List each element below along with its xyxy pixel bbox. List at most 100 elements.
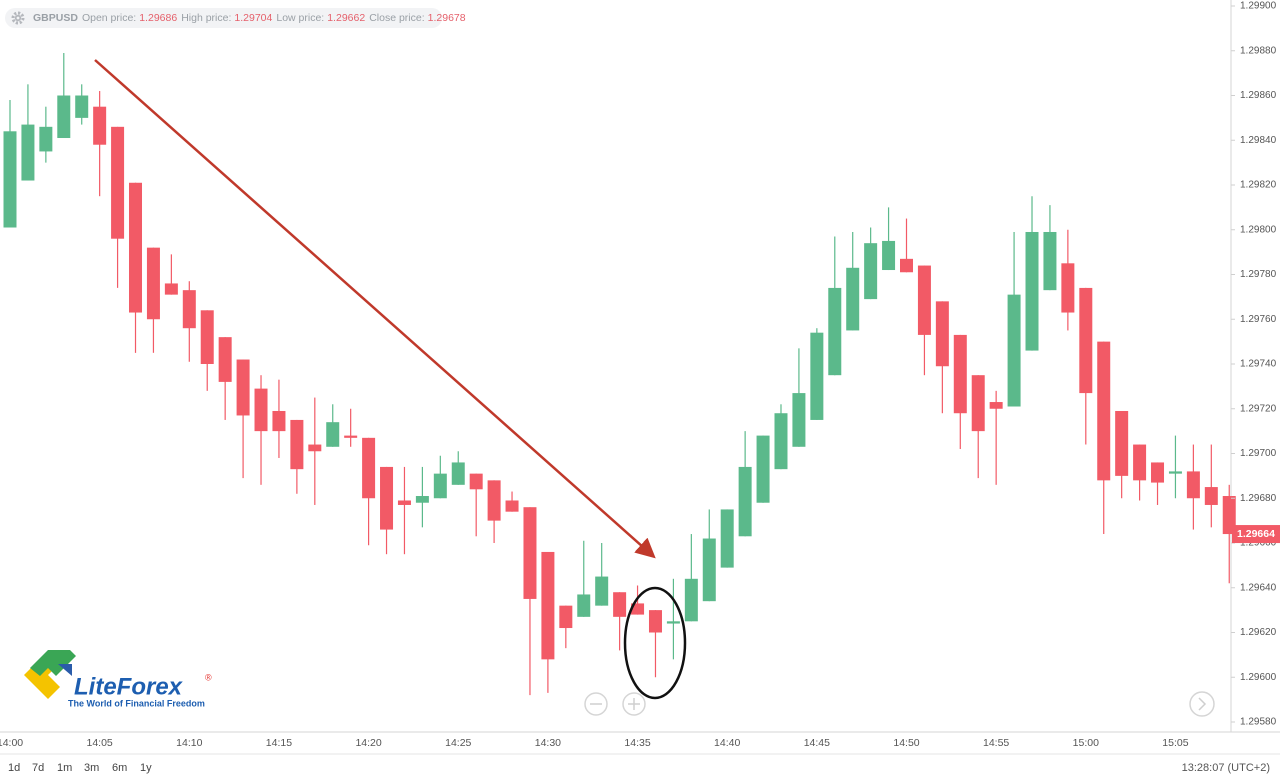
- y-tick-label: 1.29660: [1240, 538, 1277, 549]
- x-tick-label: 14:55: [983, 737, 1009, 749]
- candle-body: [218, 337, 232, 382]
- y-tick-label: 1.29760: [1240, 314, 1277, 325]
- candle-body: [75, 95, 89, 118]
- candle-body: [613, 592, 627, 617]
- scroll-circle: [1189, 691, 1215, 717]
- timeframe-button[interactable]: 1m: [57, 762, 72, 774]
- zoom-in-button[interactable]: [622, 692, 646, 716]
- symbol: GBPUSD: [33, 12, 78, 24]
- candle-body: [380, 466, 394, 530]
- timeframe-bar: 1d 7d 1m 3m 6m 1y: [8, 762, 152, 774]
- field-label: High price:: [181, 12, 231, 24]
- last-price-label: 1.29664: [1237, 528, 1275, 540]
- candle-body: [720, 509, 734, 568]
- candle-body: [559, 605, 573, 629]
- timeframe-button[interactable]: 1d: [8, 762, 20, 774]
- scroll-right-button[interactable]: [1189, 691, 1215, 717]
- candle-body: [792, 393, 806, 447]
- candle-body: [631, 603, 645, 615]
- x-tick-label: 14:40: [714, 737, 740, 749]
- candle-body: [1186, 471, 1200, 499]
- x-tick-label: 14:20: [355, 737, 381, 749]
- x-tick-label: 14:45: [804, 737, 830, 749]
- y-tick-label: 1.29720: [1240, 403, 1277, 414]
- y-tick-label: 1.29840: [1240, 135, 1277, 146]
- field-value: 1.29704: [234, 12, 272, 24]
- candle-body: [1168, 471, 1182, 474]
- y-tick-label: 1.29900: [1240, 1, 1277, 12]
- candle-body: [1097, 341, 1111, 481]
- candle-body: [326, 422, 340, 447]
- candle-body: [666, 621, 680, 624]
- y-tick-label: 1.29640: [1240, 582, 1277, 593]
- candle-body: [200, 310, 214, 364]
- candle-body: [362, 437, 376, 499]
- candle-body: [1007, 294, 1021, 407]
- candle-body: [577, 594, 591, 617]
- x-tick-label: 14:35: [624, 737, 650, 749]
- field-value: 1.29678: [428, 12, 466, 24]
- logo-name: LiteForex: [74, 673, 184, 700]
- candle-body: [344, 435, 358, 438]
- x-tick-label: 14:25: [445, 737, 471, 749]
- x-tick-label: 14:30: [535, 737, 561, 749]
- y-tick-label: 1.29820: [1240, 180, 1277, 191]
- candle-body: [3, 131, 17, 228]
- clock: 13:28:07 (UTC+2): [1182, 762, 1270, 774]
- candle-body: [684, 578, 698, 622]
- candle-body: [738, 466, 752, 537]
- candle-body: [415, 496, 429, 503]
- candle-body: [810, 332, 824, 420]
- zoom-out-circle: [584, 692, 608, 716]
- timeframe-button[interactable]: 7d: [32, 762, 44, 774]
- candle-body: [182, 290, 196, 329]
- candle-body: [1115, 410, 1129, 476]
- header-pill: [5, 8, 442, 28]
- gear-hole: [16, 16, 20, 20]
- candle-body: [236, 359, 250, 416]
- timeframe-button[interactable]: 6m: [112, 762, 127, 774]
- field-label: Close price:: [369, 12, 424, 24]
- scroll-icon: [1198, 697, 1207, 711]
- y-tick-label: 1.29680: [1240, 493, 1277, 504]
- y-tick-label: 1.29800: [1240, 224, 1277, 235]
- candle-body: [308, 444, 322, 452]
- candle-body: [164, 283, 178, 295]
- y-tick-label: 1.29620: [1240, 627, 1277, 638]
- y-tick-label: 1.29600: [1240, 672, 1277, 683]
- gear-teeth: [11, 11, 25, 25]
- y-tick-label: 1.29880: [1240, 45, 1277, 56]
- logo: LiteForex ® The World of Financial Freed…: [24, 650, 212, 708]
- ohlc-header: GBPUSD Open price: 1.29686 High price: 1.297…: [33, 12, 466, 24]
- candle-body: [595, 576, 609, 606]
- x-tick-label: 14:15: [266, 737, 292, 749]
- candle-body: [505, 500, 519, 512]
- candle-body: [433, 473, 447, 499]
- candle-body: [846, 267, 860, 331]
- logo-tagline: The World of Financial Freedom: [68, 698, 205, 708]
- zoom-out-button[interactable]: [584, 692, 608, 716]
- candle-body: [57, 95, 71, 139]
- candle-body: [469, 473, 483, 490]
- candle-body: [487, 480, 501, 521]
- candle-body: [702, 538, 716, 602]
- last-price-tag: [1232, 525, 1280, 544]
- field-value: 1.29686: [139, 12, 177, 24]
- candle-body: [146, 247, 160, 320]
- candle-body: [971, 375, 985, 432]
- timeframe-button[interactable]: 3m: [84, 762, 99, 774]
- candle-body: [900, 258, 913, 273]
- candle-body: [1079, 287, 1093, 394]
- trend-arrow: [94, 59, 656, 559]
- timeframe-button[interactable]: 1y: [140, 762, 152, 774]
- x-tick-label: 14:00: [0, 737, 23, 749]
- candle-body: [935, 301, 949, 367]
- candles: [3, 52, 1236, 696]
- candle-body: [451, 462, 465, 485]
- settings-icon[interactable]: [11, 11, 25, 25]
- candle-body: [756, 435, 770, 503]
- y-tick-label: 1.29580: [1240, 717, 1277, 728]
- field-value: 1.29662: [327, 12, 365, 24]
